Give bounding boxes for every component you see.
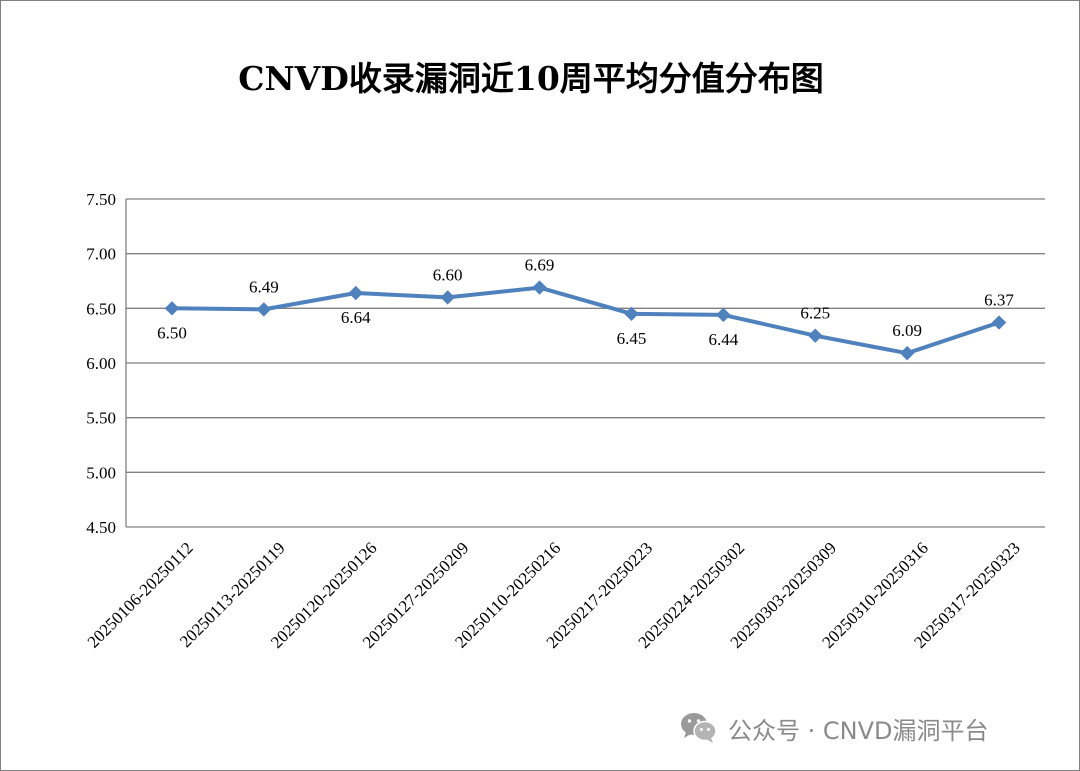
y-tick-label: 6.00: [86, 354, 116, 373]
y-axis-ticks: 4.50 5.00 5.50 6.00 6.50 7.00 7.50: [86, 190, 116, 537]
data-point-marker: [808, 328, 823, 343]
data-label: 6.25: [800, 304, 830, 323]
series-line: [169, 285, 1002, 356]
data-label: 6.50: [157, 323, 187, 342]
data-labels: 6.50 6.49 6.64 6.60 6.69 6.45 6.44 6.25 6.09 6.37: [157, 256, 1014, 349]
series-group: [164, 280, 1007, 361]
watermark-text: 公众号 · CNVD漏洞平台: [728, 716, 989, 745]
watermark: 公众号 · CNVD漏洞平台: [680, 708, 989, 748]
data-point-marker: [256, 302, 272, 317]
y-tick-label: 7.50: [86, 190, 116, 209]
data-label: 6.09: [892, 321, 922, 340]
x-axis-ticks: 20250106-2025011220250113-20250119202501…: [84, 538, 1024, 652]
data-point-marker: [440, 290, 455, 305]
chart-title: CNVD收录漏洞近10周平均分值分布图: [238, 59, 824, 98]
data-point-marker: [716, 307, 731, 323]
y-tick-label: 5.00: [86, 463, 116, 482]
y-tick-label: 6.50: [86, 299, 116, 318]
data-point-marker: [348, 285, 363, 301]
data-point-marker: [991, 315, 1007, 330]
y-tick-label: 5.50: [86, 409, 116, 428]
data-point-marker: [624, 306, 639, 322]
data-label: 6.60: [433, 265, 463, 284]
y-tick-label: 7.00: [86, 245, 116, 264]
data-label: 6.44: [708, 330, 738, 349]
gridlines: [125, 198, 1045, 528]
data-point-marker: [532, 280, 547, 295]
data-point-marker: [164, 301, 180, 316]
data-point-marker: [899, 345, 915, 361]
data-label: 6.37: [984, 291, 1014, 310]
y-tick-label: 4.50: [86, 518, 116, 537]
data-label: 6.45: [617, 329, 647, 348]
data-label: 6.64: [341, 308, 371, 327]
wechat-icon: [681, 713, 717, 743]
data-label: 6.69: [525, 256, 555, 275]
data-label: 6.49: [249, 277, 279, 296]
